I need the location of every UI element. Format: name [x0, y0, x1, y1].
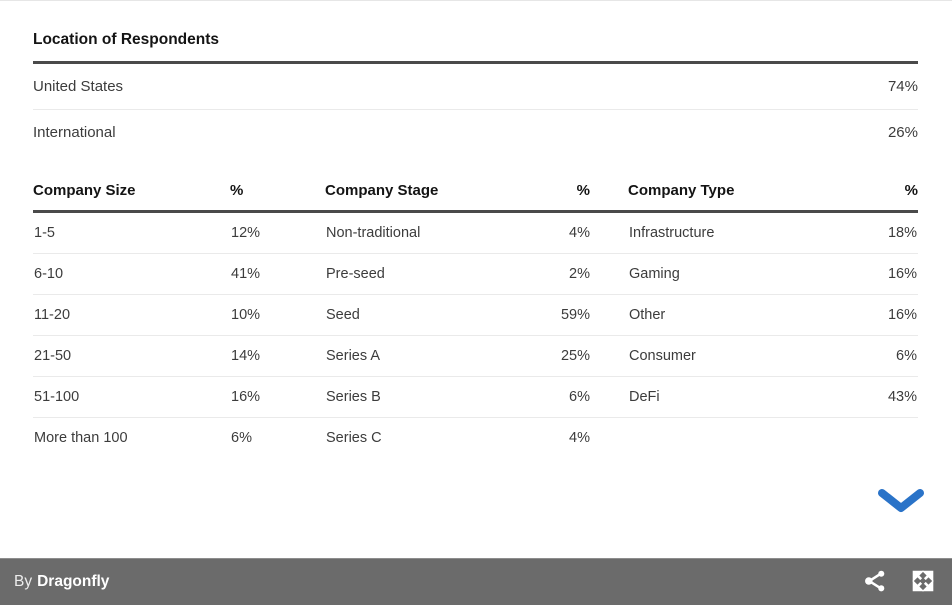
column-header-company-size: Company Size: [33, 182, 230, 213]
share-button[interactable]: [862, 568, 887, 596]
pct-cell: 41%: [230, 253, 325, 295]
label-cell: Seed: [325, 294, 522, 336]
label-cell: Series B: [325, 376, 522, 418]
content-area: Location of Respondents United States 74%…: [0, 1, 952, 458]
pct-cell: 25%: [522, 335, 628, 377]
pct-cell: 14%: [230, 335, 325, 377]
pct-cell: 12%: [231, 225, 261, 241]
pct-cell: 59%: [522, 294, 628, 336]
label-cell: [628, 417, 825, 458]
footer-brand-link[interactable]: Dragonfly: [37, 573, 110, 590]
label-cell: 1-5: [34, 225, 55, 241]
label-cell: 11-20: [33, 294, 230, 336]
label-cell: More than 100: [33, 417, 230, 458]
pct-cell: 10%: [230, 294, 325, 336]
label-cell: Other: [628, 294, 825, 336]
label-cell: Consumer: [628, 335, 825, 377]
pct-cell: [825, 417, 918, 458]
column-header-pct-3: %: [825, 182, 918, 213]
chevron-down-icon: [876, 489, 926, 520]
pct-cell: 2%: [522, 253, 628, 295]
fullscreen-button[interactable]: [911, 569, 935, 596]
pct-cell: 16%: [230, 376, 325, 418]
table-row: 21-50 14% Series A 25% Consumer 6%: [33, 335, 918, 377]
table-row: 1-5 12% Non-traditional 4% Infrastructure 18%: [33, 212, 918, 254]
label-cell: 6-10: [33, 253, 230, 295]
table-row: More than 100 6% Series C 4%: [33, 417, 918, 458]
label-cell: Series A: [325, 335, 522, 377]
breakdown-table: Company Size % Company Stage % Company T…: [33, 182, 918, 458]
label-cell: Pre-seed: [325, 253, 522, 295]
pct-cell: 18%: [887, 225, 917, 241]
table-row: 6-10 41% Pre-seed 2% Gaming 16%: [33, 253, 918, 295]
label-cell: DeFi: [628, 376, 825, 418]
location-label: International: [33, 124, 116, 141]
location-rows: United States 74% International 26%: [33, 64, 918, 155]
footer-bar: By Dragonfly: [0, 558, 952, 605]
label-cell: Gaming: [628, 253, 825, 295]
pct-cell: 6%: [522, 376, 628, 418]
column-header-pct-1: %: [230, 182, 325, 213]
pct-cell: 4%: [522, 417, 628, 458]
scroll-down-button[interactable]: [876, 487, 926, 517]
table-header-row: Company Size % Company Stage % Company T…: [33, 182, 918, 213]
pct-cell: 6%: [230, 417, 325, 458]
location-section-title: Location of Respondents: [33, 1, 918, 64]
location-row: International 26%: [33, 109, 918, 155]
location-value: 26%: [887, 124, 918, 141]
pct-cell: 6%: [825, 335, 918, 377]
table-row: 11-20 10% Seed 59% Other 16%: [33, 294, 918, 336]
label-cell: 21-50: [33, 335, 230, 377]
column-header-pct-2: %: [522, 182, 628, 213]
pct-cell: 4%: [569, 225, 590, 241]
pct-cell: 16%: [825, 294, 918, 336]
pct-cell: 43%: [825, 376, 918, 418]
column-header-company-type: Company Type: [628, 182, 825, 213]
location-value: 74%: [887, 78, 918, 95]
label-cell: 51-100: [33, 376, 230, 418]
column-header-company-stage: Company Stage: [325, 182, 522, 213]
label-cell: Infrastructure: [629, 225, 715, 241]
breakdown-table-body: 1-5 12% Non-traditional 4% Infrastructure 18%…: [33, 212, 918, 458]
location-row: United States 74%: [33, 64, 918, 109]
label-cell: Non-traditional: [326, 225, 421, 241]
table-row: 51-100 16% Series B 6% DeFi 43%: [33, 376, 918, 418]
pct-cell: 16%: [825, 253, 918, 295]
location-label: United States: [33, 78, 124, 95]
footer-by-label: By: [14, 573, 33, 590]
label-cell: Series C: [325, 417, 522, 458]
share-icon: [862, 568, 887, 596]
fullscreen-icon: [911, 569, 935, 596]
footer-icons: [862, 568, 935, 596]
